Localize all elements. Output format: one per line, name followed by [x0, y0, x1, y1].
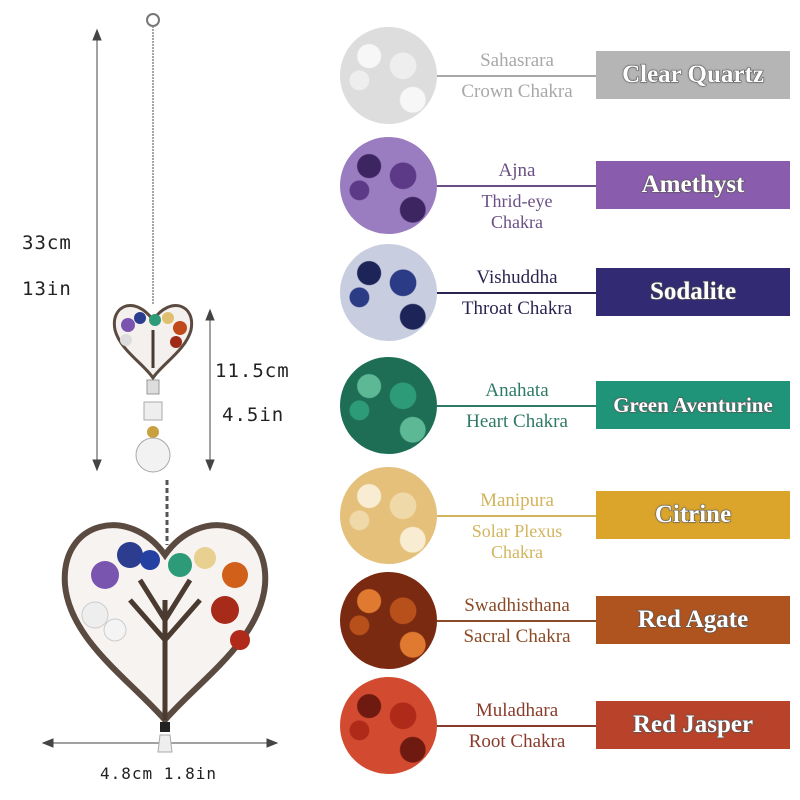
connector-line	[437, 75, 597, 77]
chakra-subtitle: Heart Chakra	[466, 411, 568, 432]
stone-image	[340, 137, 437, 234]
chakra-subtitle: Throat Chakra	[461, 298, 573, 319]
product-illustration	[41, 13, 279, 753]
stone-image	[340, 357, 437, 454]
chakra-name: Swadhisthana	[464, 595, 570, 616]
pendant-length-in: 4.5in	[222, 404, 285, 426]
stone-image	[340, 467, 437, 564]
pendant-length-cm: 11.5cm	[215, 360, 290, 382]
chakra-subtitle: Solar Plexus Chakra	[471, 521, 563, 562]
chakra-name: Manipura	[480, 490, 554, 511]
chakra-name: Sahasrara	[480, 50, 554, 71]
stone-name-label: Red Agate	[596, 596, 790, 644]
stone-name-label: Green Aventurine	[596, 381, 790, 429]
connector-line	[437, 292, 597, 294]
stone-image	[340, 27, 437, 124]
chakra-subtitle: Crown Chakra	[461, 81, 573, 102]
total-length-in: 13in	[22, 278, 72, 300]
connector-line	[437, 620, 597, 622]
pendant-width: 4.8cm 1.8in	[100, 764, 217, 783]
chakra-name: Vishuddha	[476, 267, 558, 288]
stone-image	[340, 572, 437, 669]
stone-name-label: Sodalite	[596, 268, 790, 316]
stone-name-label: Clear Quartz	[596, 51, 790, 99]
chakra-name: Muladhara	[475, 700, 559, 721]
chakra-name: Anahata	[485, 380, 549, 401]
stone-name-label: Citrine	[596, 491, 790, 539]
chakra-subtitle: Sacral Chakra	[463, 626, 571, 647]
connector-line	[437, 185, 597, 187]
connector-line	[437, 405, 597, 407]
total-length-cm: 33cm	[22, 232, 72, 254]
stone-image	[340, 677, 437, 774]
chakra-subtitle: Thrid-eye Chakra	[481, 191, 553, 232]
connector-line	[437, 725, 597, 727]
chakra-subtitle: Root Chakra	[468, 731, 566, 752]
stone-name-label: Amethyst	[596, 161, 790, 209]
chakra-name: Ajna	[498, 160, 536, 181]
stone-image	[340, 244, 437, 341]
connector-line	[437, 515, 597, 517]
stone-name-label: Red Jasper	[596, 701, 790, 749]
